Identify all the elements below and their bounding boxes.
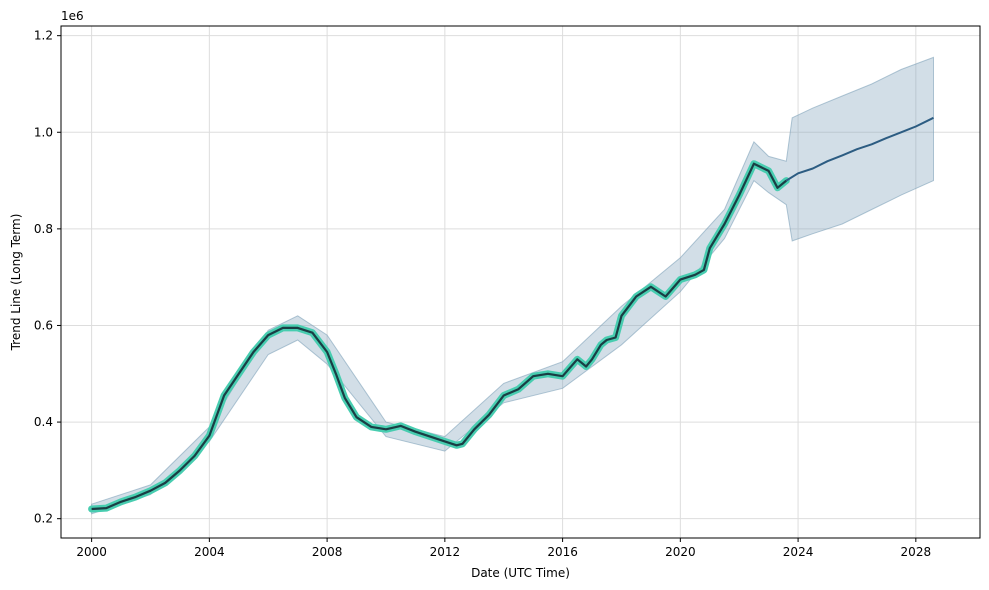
x-tick-label: 2016 <box>547 545 578 559</box>
plot-frame <box>60 25 981 539</box>
trend-line-glow <box>88 160 790 513</box>
x-tick-label: 2008 <box>312 545 343 559</box>
forecast-line <box>785 116 934 182</box>
y-tick-label: 0.8 <box>34 222 53 236</box>
uncertainty-band <box>91 56 934 515</box>
y-offset-text: 1e6 <box>61 9 84 23</box>
uncertainty-band-layer <box>91 56 934 515</box>
y-axis: 0.2 0.4 0.6 0.8 1.0 1.2 <box>34 29 61 526</box>
y-tick-label: 0.2 <box>34 512 53 526</box>
x-tick-label: 2004 <box>194 545 225 559</box>
y-axis-label: Trend Line (Long Term) <box>9 214 23 352</box>
y-tick-label: 1.2 <box>34 29 53 43</box>
x-tick-label: 2028 <box>901 545 932 559</box>
x-tick-label: 2000 <box>76 545 107 559</box>
y-tick-label: 0.4 <box>34 415 53 429</box>
x-axis-label: Date (UTC Time) <box>471 566 570 580</box>
x-tick-label: 2020 <box>665 545 696 559</box>
x-tick-label: 2012 <box>430 545 461 559</box>
trend-line <box>91 162 787 511</box>
y-tick-label: 1.0 <box>34 125 53 139</box>
y-tick-label: 0.6 <box>34 318 53 332</box>
trend-lines-layer <box>88 116 934 513</box>
x-axis: 2000 2004 2008 2012 2016 2020 2024 2028 <box>76 538 931 559</box>
x-tick-label: 2024 <box>783 545 814 559</box>
